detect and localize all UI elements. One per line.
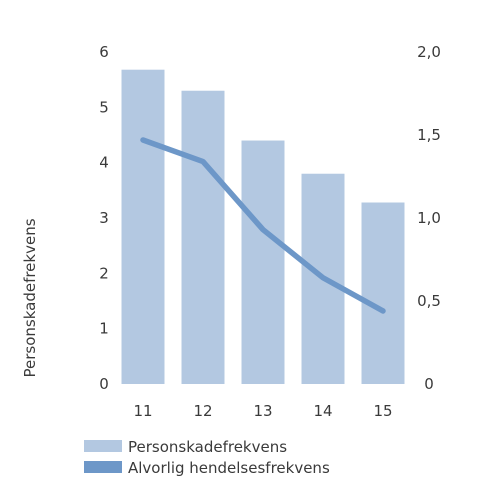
y-tick-label: 6 (99, 43, 109, 61)
legend-label-line: Alvorlig hendelsesfrekvens (128, 459, 330, 477)
left-axis-ticks: 0 1 2 3 4 5 6 (99, 43, 109, 393)
bar-15 (361, 202, 405, 384)
line-series (140, 137, 386, 314)
x-tick-label: 11 (133, 402, 152, 420)
bar-12 (181, 90, 225, 384)
x-tick-label: 13 (253, 402, 272, 420)
bar-series (121, 69, 405, 384)
x-axis-ticks: 11 12 13 14 15 (133, 402, 392, 420)
legend-swatch-bars (84, 440, 122, 452)
legend-label-bars: Personskadefrekvens (128, 438, 287, 456)
y-axis-label: Personskadefrekvens (21, 218, 39, 377)
y-tick-label: 5 (99, 98, 109, 116)
y-tick-label: 2 (99, 264, 109, 282)
y2-tick-label: 0,5 (417, 292, 441, 310)
y-tick-label: 0 (99, 375, 109, 393)
x-tick-label: 12 (193, 402, 212, 420)
x-tick-label: 15 (373, 402, 392, 420)
y2-tick-label: 1,0 (417, 209, 441, 227)
y-tick-label: 4 (99, 154, 109, 172)
legend: Personskadefrekvens Alvorlig hendelsesfr… (84, 438, 330, 477)
y2-tick-label: 2,0 (417, 43, 441, 61)
y2-tick-label: 0 (424, 375, 434, 393)
x-tick-label: 14 (313, 402, 332, 420)
y-tick-label: 3 (99, 209, 109, 227)
bar-13 (241, 140, 285, 384)
y-tick-label: 1 (99, 320, 109, 338)
legend-swatch-line (84, 461, 122, 473)
right-axis-ticks: 0 0,5 1,0 1,5 2,0 (417, 43, 441, 393)
bar-11 (121, 69, 165, 384)
y2-tick-label: 1,5 (417, 126, 441, 144)
